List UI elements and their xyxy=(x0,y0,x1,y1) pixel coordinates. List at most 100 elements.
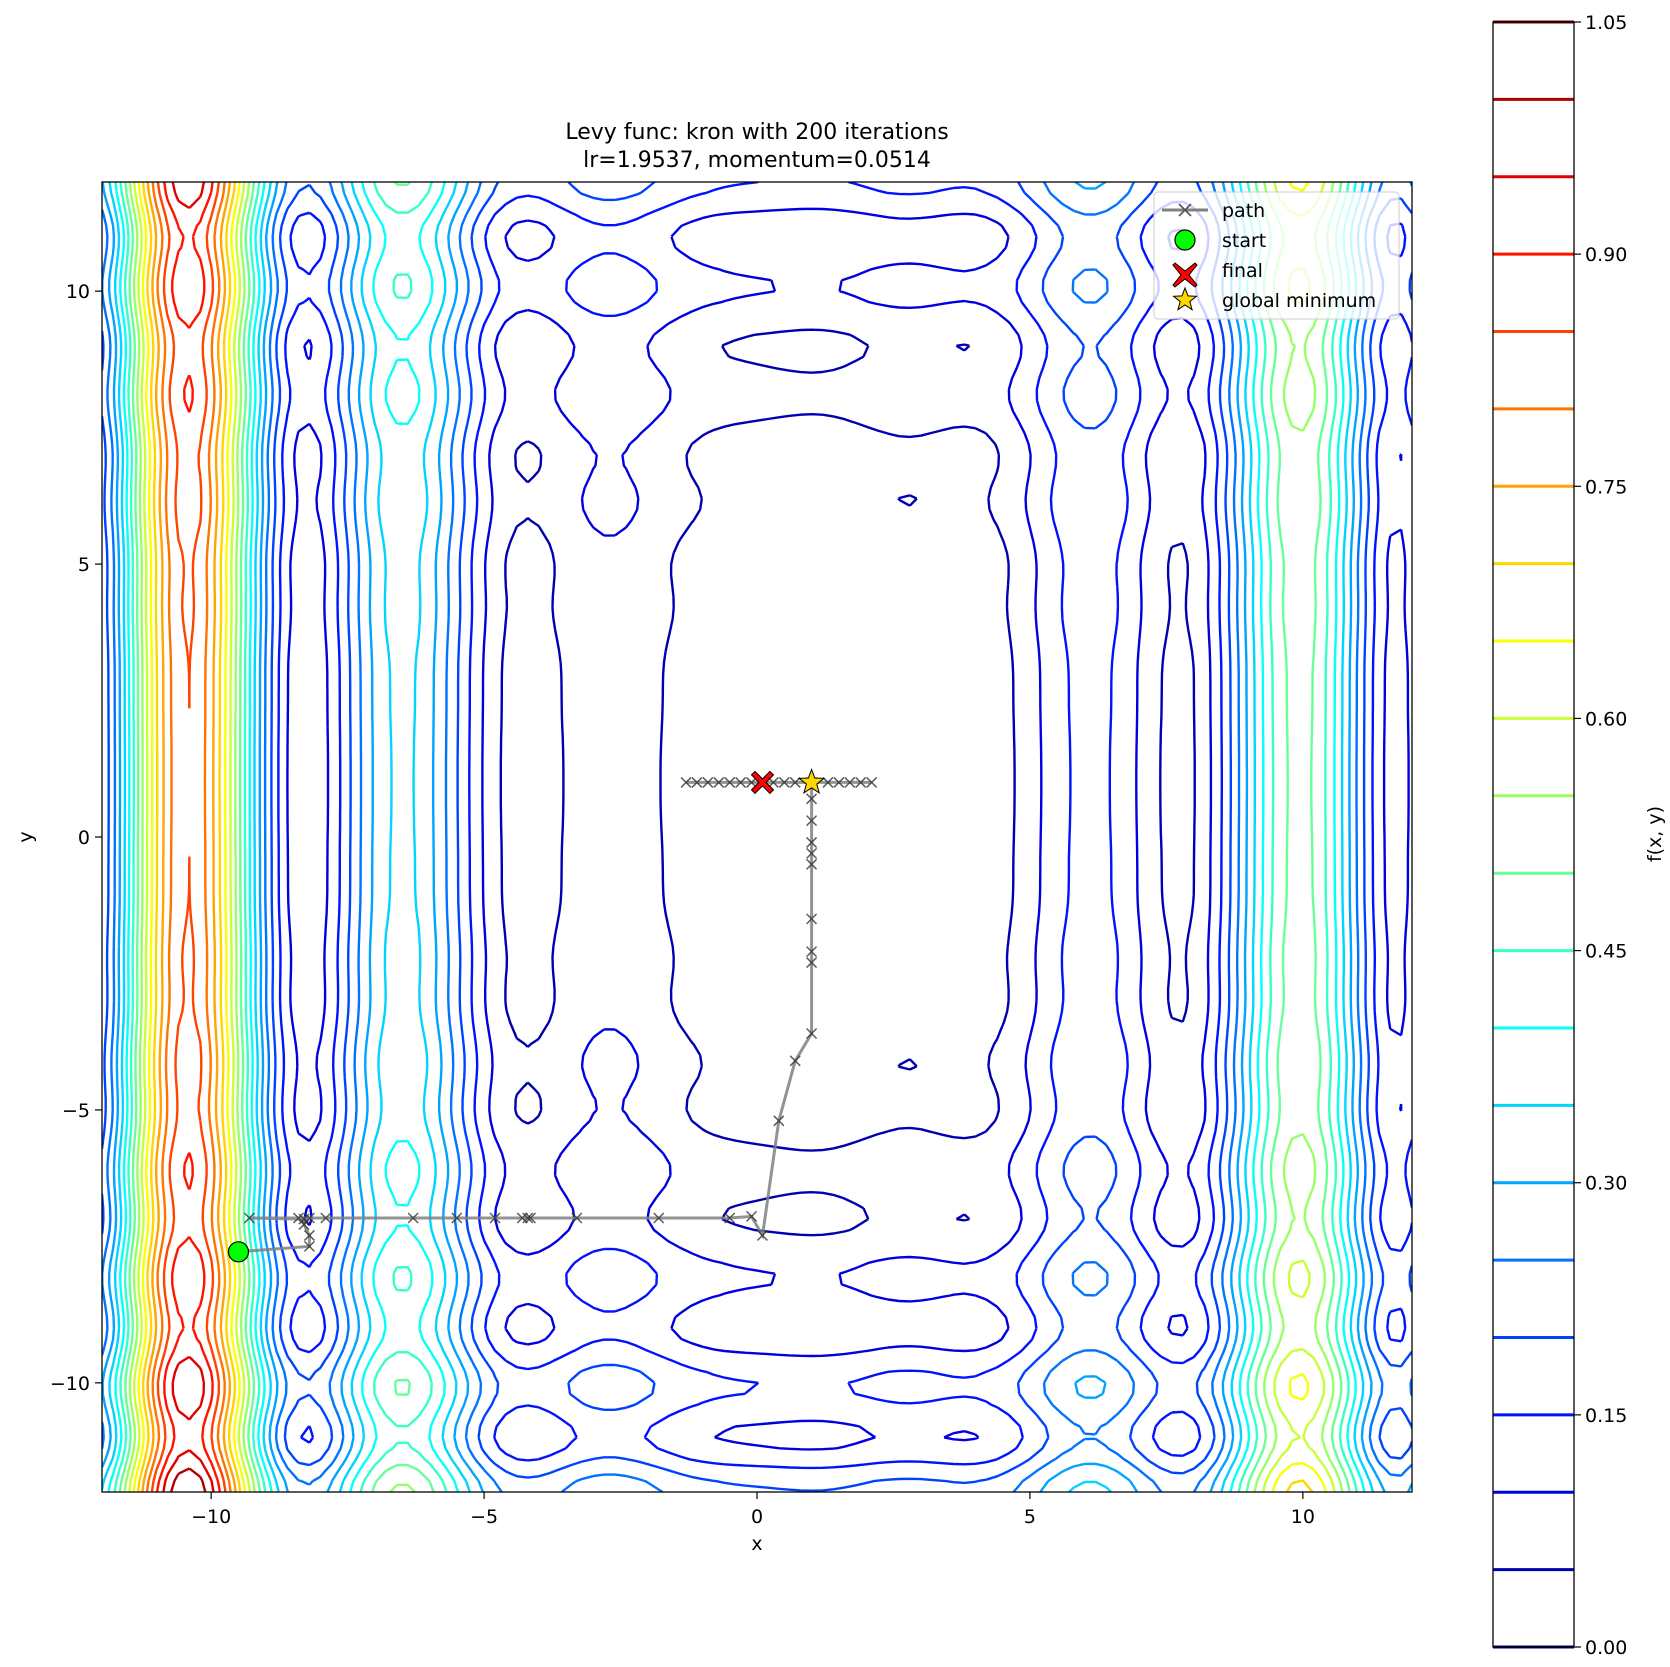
path-point-44 xyxy=(844,776,856,788)
x-axis-ticks: −10 −5 0 5 10 xyxy=(191,1492,1315,1528)
path-point-45 xyxy=(855,776,867,788)
colorbar: 0.00 0.15 0.30 0.45 0.60 0.75 0.90 1.05 f(x, y) xyxy=(1492,12,1666,1659)
plot-frame xyxy=(101,181,1413,1493)
legend-box xyxy=(1153,191,1400,320)
path-point-23 xyxy=(806,957,818,969)
contour-level-17 xyxy=(150,182,227,1492)
path-point-37 xyxy=(735,776,747,788)
path-point-34 xyxy=(702,776,714,788)
path-point-20 xyxy=(773,1115,785,1127)
contour-level-9 xyxy=(113,182,1358,1492)
path-point-27 xyxy=(806,847,818,859)
x-tick-label-4: 10 xyxy=(1291,1506,1315,1528)
path-point-43 xyxy=(833,776,845,788)
path-point-7 xyxy=(303,1212,315,1224)
path-point-40 xyxy=(778,776,790,788)
path-point-32 xyxy=(680,776,692,788)
legend-start-marker xyxy=(1174,229,1196,251)
path-point-33 xyxy=(691,776,703,788)
x-tick-label-3: 5 xyxy=(1024,1506,1036,1528)
x-tick-label-1: −5 xyxy=(470,1506,498,1528)
contour-level-4 xyxy=(102,182,1412,1492)
colorbar-label: f(x, y) xyxy=(1644,806,1666,862)
legend-label-start: start xyxy=(1222,230,1266,252)
contour-level-20 xyxy=(169,1467,207,1492)
contour-level-19 xyxy=(162,182,215,1492)
colorbar-tick-label-3: 0.45 xyxy=(1585,941,1627,963)
legend-path-marker xyxy=(1178,203,1192,217)
y-tick-label-3: 5 xyxy=(78,554,90,576)
y-tick-label-2: 0 xyxy=(78,827,90,849)
colorbar-tick-label-0: 0.00 xyxy=(1585,1637,1627,1659)
contour-level-16 xyxy=(145,182,232,1492)
contour-level-1 xyxy=(499,328,1196,1237)
colorbar-tick-label-1: 0.15 xyxy=(1585,1405,1627,1427)
path-point-42 xyxy=(822,776,834,788)
path-point-36 xyxy=(724,776,736,788)
legend: path start final global minimum xyxy=(1153,191,1400,320)
path-point-8 xyxy=(320,1212,332,1224)
start-marker xyxy=(227,1241,250,1263)
path-point-3 xyxy=(298,1219,310,1231)
path-point-5 xyxy=(243,1212,255,1224)
x-tick-label-2: 0 xyxy=(751,1506,763,1528)
path-point-19 xyxy=(756,1229,768,1241)
path-point-46 xyxy=(866,776,878,788)
colorbar-tick-label-2: 0.30 xyxy=(1585,1173,1627,1195)
path-line xyxy=(238,780,872,1254)
y-tick-label-1: −5 xyxy=(62,1100,90,1122)
path-point-2 xyxy=(303,1229,315,1241)
y-axis-ticks: −10 −5 0 5 10 xyxy=(50,281,102,1395)
contour-level-7 xyxy=(102,182,1375,1492)
path-point-9 xyxy=(407,1212,419,1224)
path-point-24 xyxy=(806,946,818,958)
path-point-26 xyxy=(806,858,818,870)
legend-label-global-minimum: global minimum xyxy=(1222,290,1376,312)
legend-label-final: final xyxy=(1222,260,1263,282)
path-point-38 xyxy=(746,776,758,788)
colorbar-tick-label-7: 1.05 xyxy=(1585,12,1627,34)
y-axis-label: y xyxy=(15,831,37,842)
path-point-29 xyxy=(806,815,818,827)
y-tick-label-4: 10 xyxy=(66,281,90,303)
path-point-21 xyxy=(789,1055,801,1067)
contour-level-8 xyxy=(107,182,1366,1492)
path-point-1 xyxy=(303,1240,315,1252)
contour-level-3 xyxy=(277,182,1412,1470)
contour-level-5 xyxy=(102,182,1412,1492)
contour-level-2 xyxy=(286,207,1410,1451)
colorbar-tick-label-5: 0.75 xyxy=(1585,476,1627,498)
path-point-11 xyxy=(489,1212,501,1224)
point-markers xyxy=(227,767,826,1263)
y-tick-label-0: −10 xyxy=(50,1373,90,1395)
global-minimum-marker xyxy=(797,767,826,795)
path-point-30 xyxy=(806,793,818,805)
chart-title: Levy func: kron with 200 iterations xyxy=(565,120,948,145)
path-point-15 xyxy=(571,1212,583,1224)
colorbar-frame xyxy=(1492,21,1575,1648)
path-point-10 xyxy=(451,1212,463,1224)
colorbar-tick-label-6: 0.90 xyxy=(1585,244,1627,266)
path-point-25 xyxy=(806,913,818,925)
path-point-28 xyxy=(806,836,818,848)
path-point-22 xyxy=(806,1027,818,1040)
path-point-12 xyxy=(516,1212,528,1224)
legend-global-minimum-marker xyxy=(1172,286,1198,311)
contour-level-14 xyxy=(136,182,1314,1492)
path-point-13 xyxy=(522,1212,534,1224)
legend-final-marker xyxy=(1172,262,1198,288)
x-tick-label-0: −10 xyxy=(191,1506,231,1528)
chart-subtitle: lr=1.9537, momentum=0.0514 xyxy=(583,148,931,173)
path-point-35 xyxy=(713,776,725,788)
path-point-18 xyxy=(746,1210,758,1222)
colorbar-tick-label-4: 0.60 xyxy=(1585,708,1627,730)
contour-level-15 xyxy=(141,182,237,1492)
x-axis-label: x xyxy=(751,1533,762,1555)
contour-level-11 xyxy=(123,182,1344,1492)
contour-level-13 xyxy=(132,182,1327,1492)
path-point-6 xyxy=(292,1212,305,1224)
legend-label-path: path xyxy=(1222,200,1265,222)
final-marker xyxy=(750,770,775,795)
contour-level-18 xyxy=(155,182,222,1492)
